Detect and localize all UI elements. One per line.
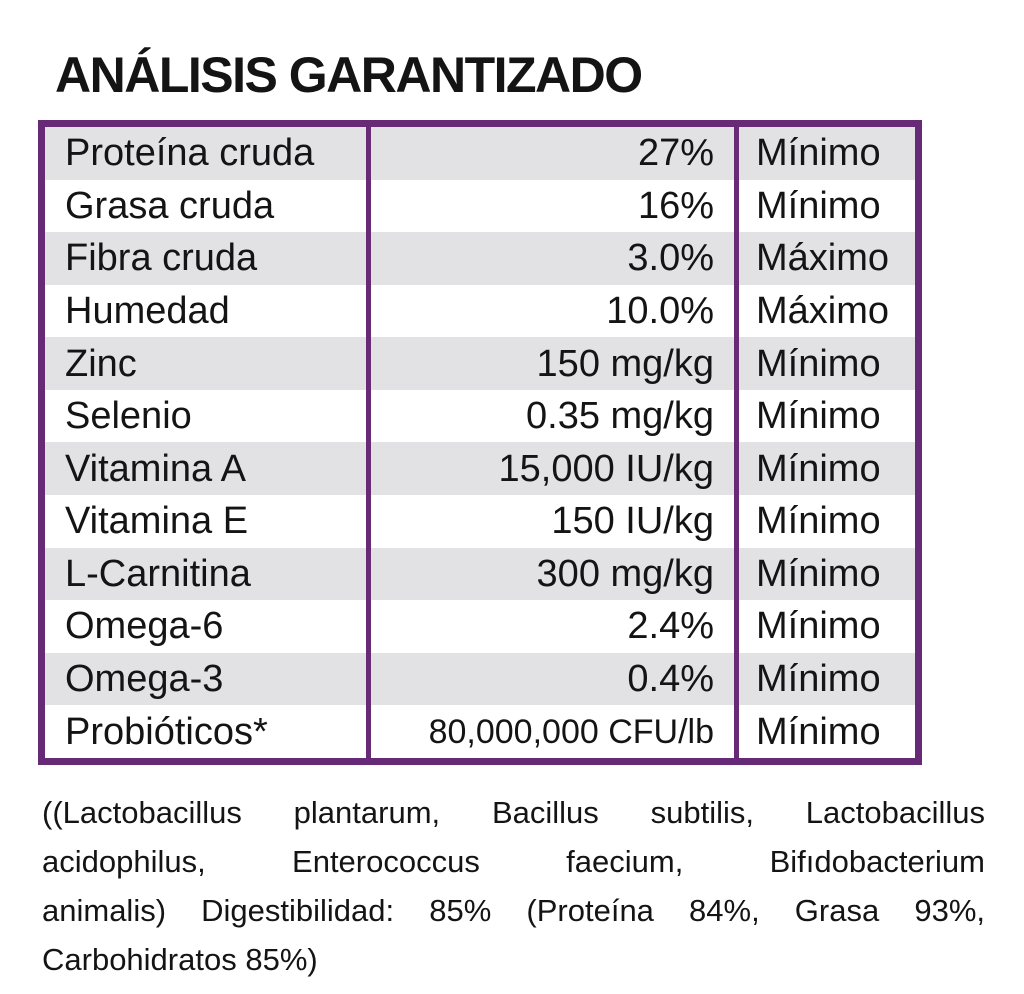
table-row: L-Carnitina 300 mg/kg Mínimo [45,547,915,601]
requirement-basis: Mínimo [756,447,881,490]
nutrient-name: Probióticos* [45,705,371,758]
table-row: Humedad 10.0% Máximo [45,284,915,338]
table-row: Selenio 0.35 mg/kg Mínimo [45,389,915,443]
nutrient-value: 150 mg/kg [371,337,739,390]
requirement-basis: Mínimo [756,658,881,701]
requirement-basis: Mínimo [756,552,881,595]
nutrient-name: L-Carnitina [45,547,371,601]
nutrient-name: Omega-6 [45,600,371,653]
nutrient-name: Selenio [45,389,371,443]
nutrient-value: 0.35 mg/kg [371,389,739,443]
nutrient-name: Fibra cruda [45,232,371,285]
table-row: Vitamina A 15,000 IU/kg Mínimo [45,442,915,496]
nutrient-value: 3.0% [371,232,739,285]
requirement-basis: Máximo [756,290,890,333]
nutrient-value: 15,000 IU/kg [371,442,739,496]
nutrient-name: Omega-3 [45,652,371,706]
footnote-line: acidophilus, Enterococcus faecium, Bifıd… [42,844,985,879]
table-row: Proteína cruda 27% Mínimo [45,127,915,180]
footnote-line: ((Lactobacillus plantarum, Bacillus subt… [42,795,985,830]
requirement-basis: Mínimo [756,395,881,438]
nutrient-name: Vitamina E [45,495,371,548]
requirement-basis: Mínimo [756,605,881,648]
requirement-basis: Máximo [756,237,890,280]
probiotics-footnote: ((Lactobacillus plantarum, Bacillus subt… [42,788,985,984]
requirement-basis: Mínimo [756,500,881,543]
table-row: Zinc 150 mg/kg Mínimo [45,337,915,390]
footnote-line: Carbohidratos 85%) [42,942,318,977]
table-row: Grasa cruda 16% Mínimo [45,179,915,233]
table-row: Vitamina E 150 IU/kg Mínimo [45,495,915,548]
nutrient-value: 80,000,000 CFU/lb [371,705,739,758]
requirement-basis: Mínimo [756,342,881,385]
table-row: Omega-3 0.4% Mínimo [45,652,915,706]
nutrient-name: Grasa cruda [45,179,371,233]
footnote-line: animalis) Digestibilidad: 85% (Proteína … [42,893,985,928]
nutrient-value: 10.0% [371,284,739,338]
nutrient-value: 2.4% [371,600,739,653]
page-title: ANÁLISIS GARANTIZADO [55,47,643,103]
requirement-basis: Mínimo [756,132,881,175]
table-row: Omega-6 2.4% Mínimo [45,600,915,653]
nutrient-value: 27% [371,127,739,180]
nutrient-value: 150 IU/kg [371,495,739,548]
nutrient-name: Zinc [45,337,371,390]
table-row: Probióticos* 80,000,000 CFU/lb Mínimo [45,705,915,758]
guaranteed-analysis-table: Proteína cruda 27% Mínimo Grasa cruda 16% Mín… [38,120,922,765]
table-row: Fibra cruda 3.0% Máximo [45,232,915,285]
requirement-basis: Mínimo [756,710,881,753]
nutrient-name: Humedad [45,284,371,338]
nutrient-name: Proteína cruda [45,127,371,180]
nutrient-value: 300 mg/kg [371,547,739,601]
nutrient-value: 16% [371,179,739,233]
requirement-basis: Mínimo [756,184,881,227]
nutrient-value: 0.4% [371,652,739,706]
nutrient-name: Vitamina A [45,442,371,496]
